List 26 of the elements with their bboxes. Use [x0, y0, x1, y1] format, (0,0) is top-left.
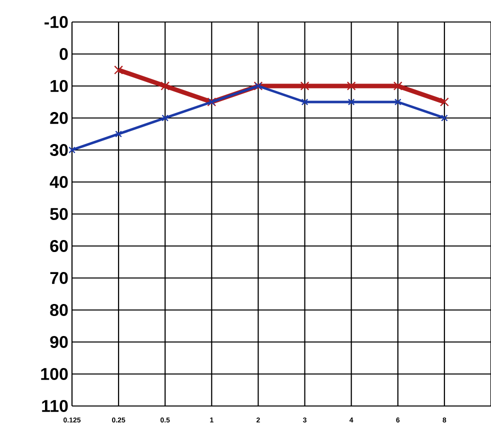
point: [68, 146, 76, 154]
point: [115, 130, 122, 138]
point: [300, 82, 310, 90]
point: [441, 114, 448, 122]
y-tick-label: 40: [50, 176, 68, 188]
y-tick-label: 60: [50, 240, 68, 252]
point: [301, 98, 308, 106]
y-tick-label: 90: [50, 336, 68, 348]
y-tick-label: 20: [50, 112, 68, 124]
y-tick-label: 0: [60, 48, 68, 60]
y-tick-label: 80: [50, 304, 68, 316]
point: [346, 82, 356, 90]
y-tick-label: 50: [50, 208, 68, 220]
y-tick-label: 70: [50, 272, 68, 284]
y-tick-label: 100: [41, 368, 68, 380]
y-tick-label: -10: [44, 16, 68, 28]
point: [114, 66, 124, 74]
point: [393, 82, 402, 90]
y-tick-label: 10: [50, 80, 68, 92]
point: [162, 114, 169, 122]
point: [440, 98, 449, 106]
y-tick-label: 30: [50, 144, 68, 156]
y-tick-label: 110: [42, 400, 68, 412]
point: [394, 98, 402, 106]
point: [160, 82, 170, 90]
point: [348, 98, 355, 106]
